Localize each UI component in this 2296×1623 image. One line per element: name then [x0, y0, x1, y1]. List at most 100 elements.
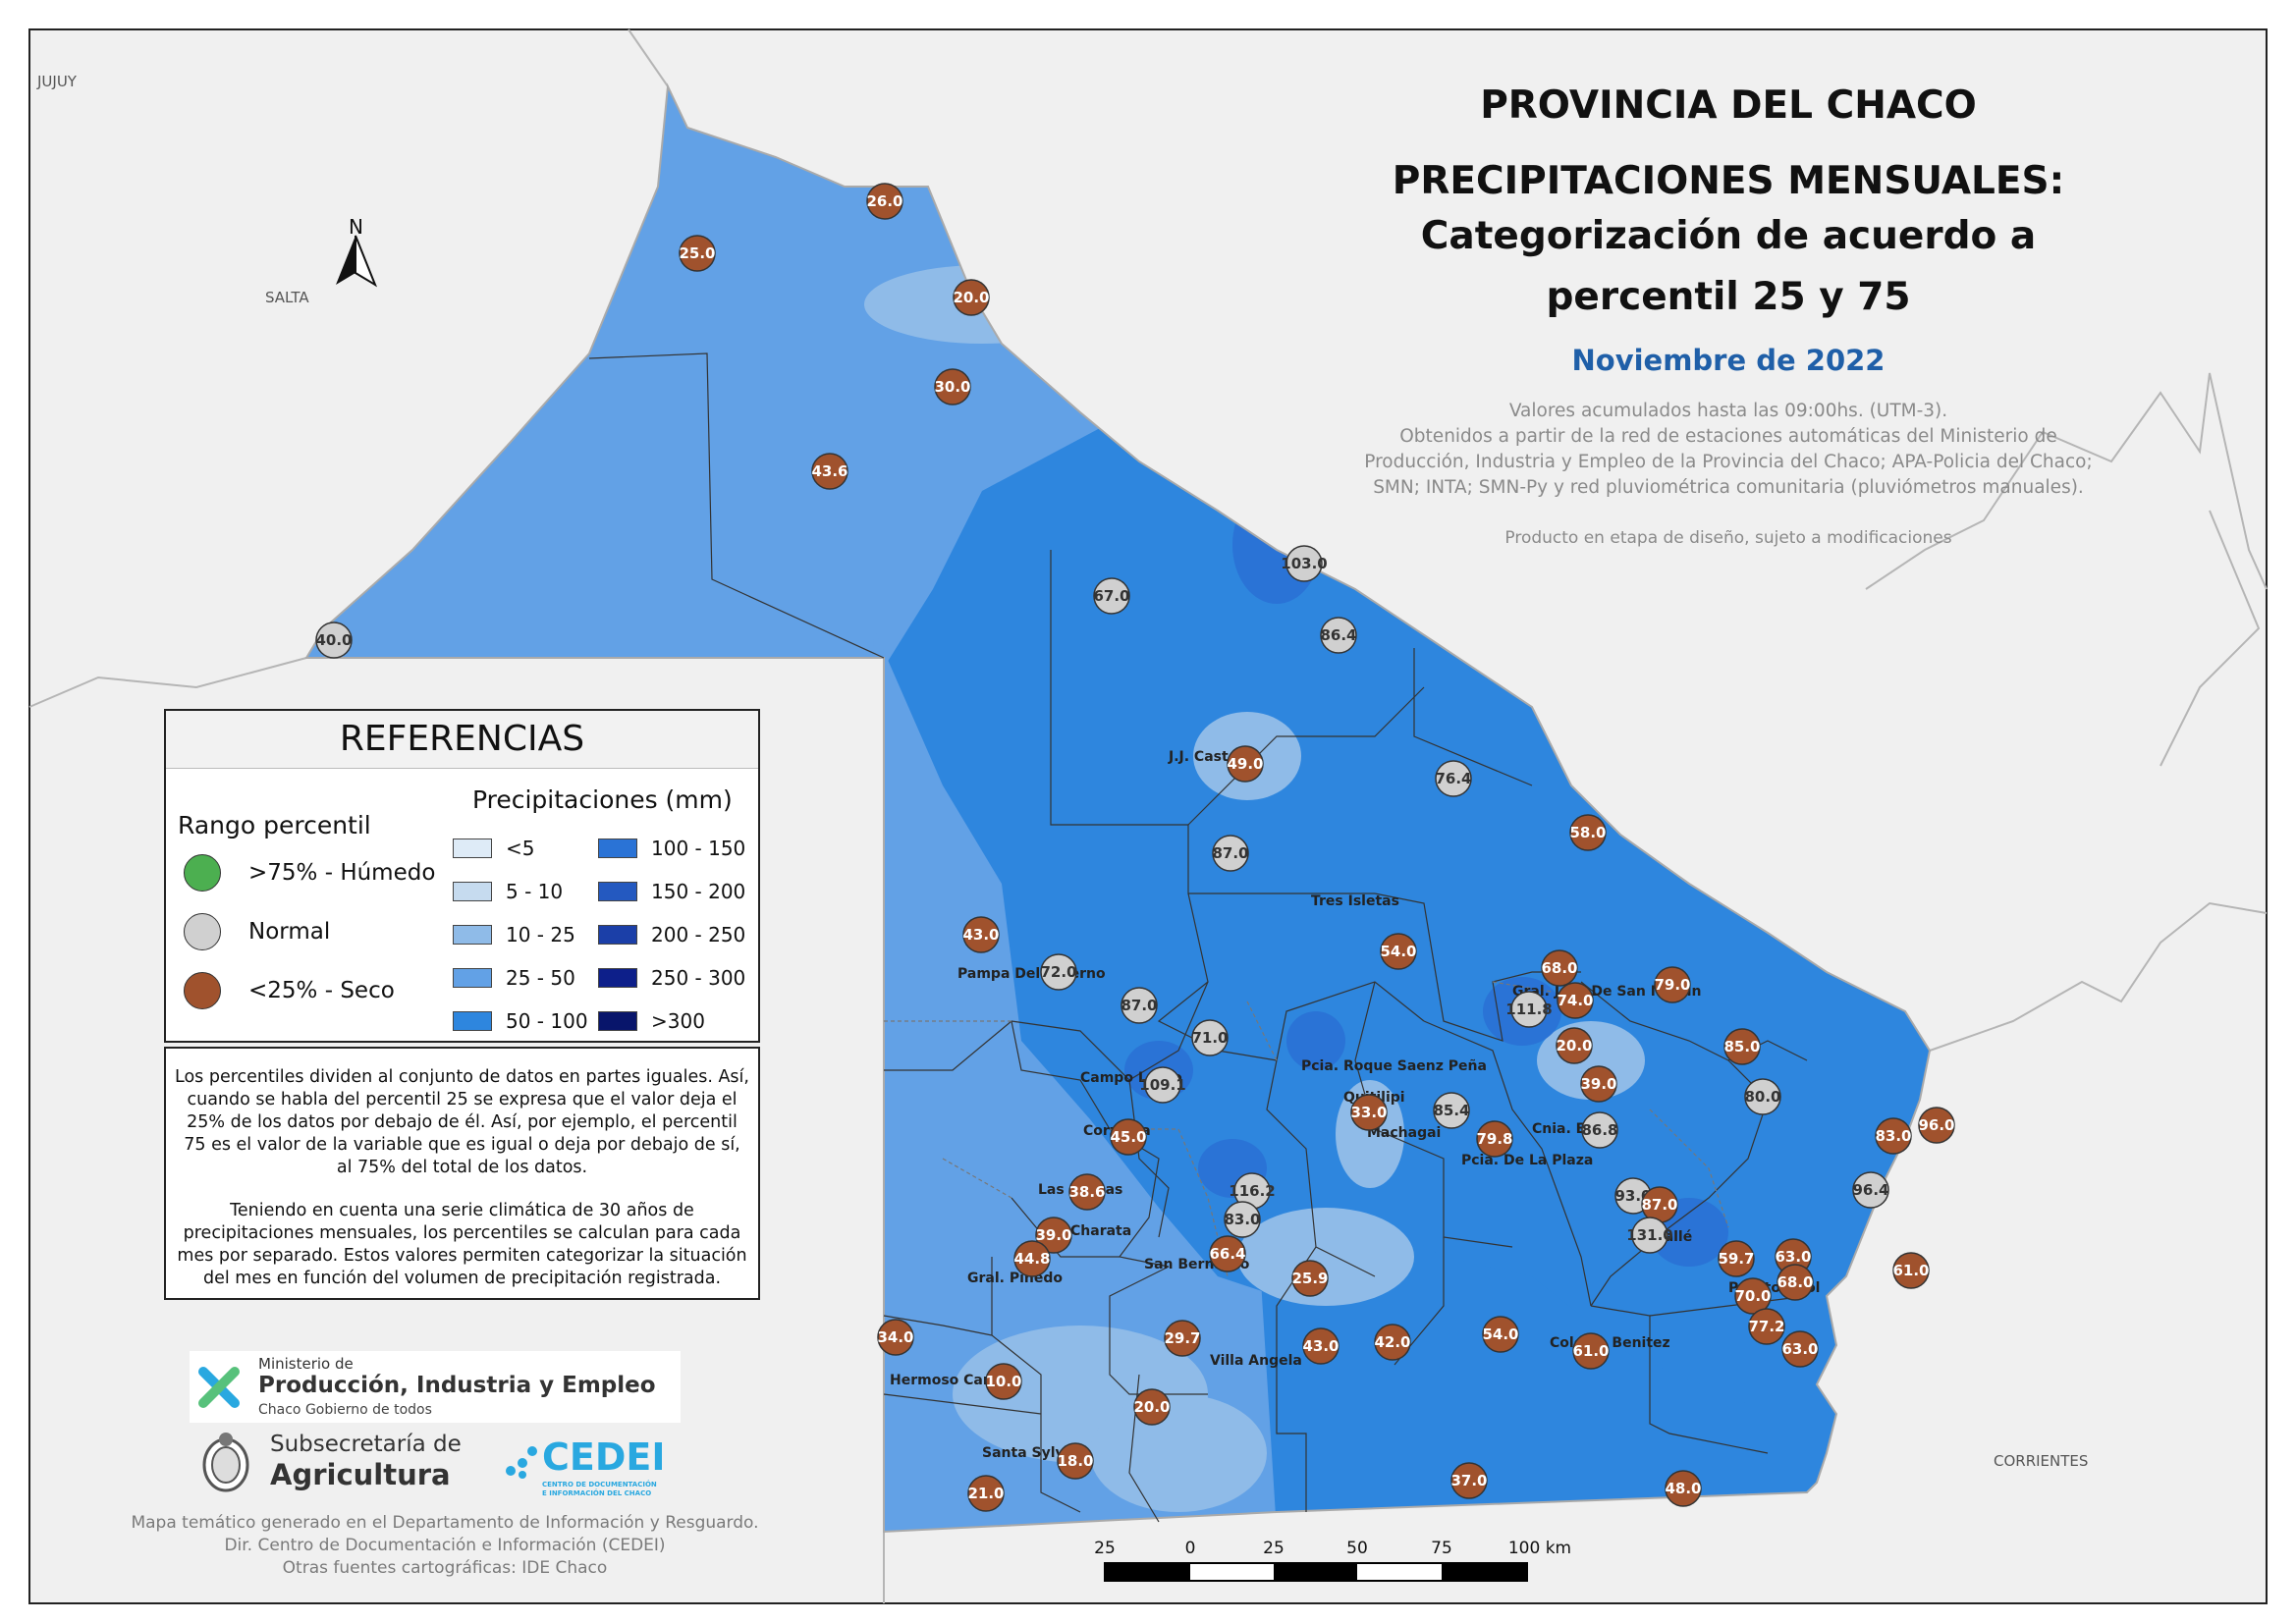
- place-label: Gral. Pinedo: [967, 1271, 1063, 1286]
- station-value: 37.0: [1450, 1472, 1487, 1489]
- ministry-logo: Ministerio de Producción, Industria y Em…: [190, 1351, 681, 1423]
- station-circle: [1748, 1308, 1785, 1345]
- station-marker: 71.0: [1191, 1019, 1229, 1056]
- station-circle: [1380, 933, 1417, 970]
- station-value: 33.0: [1350, 1104, 1387, 1121]
- dry-swatch: [184, 972, 221, 1009]
- source-line-2: Obtenidos a partir de la red de estacion…: [1399, 426, 2057, 447]
- place-label: Hermoso Campo: [890, 1373, 1016, 1388]
- place-label: Villa Angela: [1210, 1353, 1302, 1369]
- station-marker: 42.0: [1374, 1324, 1411, 1361]
- station-marker: 39.0: [1035, 1217, 1072, 1254]
- station-marker: 79.8: [1476, 1120, 1513, 1158]
- place-label: Pcia. De La Plaza: [1461, 1153, 1593, 1168]
- station-circle: [1734, 1277, 1772, 1315]
- station-circle: [1581, 1111, 1618, 1149]
- station-value: 87.0: [1121, 997, 1157, 1014]
- precip-label: 150 - 200: [651, 880, 746, 903]
- north-label: N: [349, 215, 363, 239]
- station-circle: [1110, 1118, 1147, 1156]
- title-province: PROVINCIA DEL CHACO: [1480, 83, 1977, 128]
- station-circle: [1892, 1252, 1930, 1289]
- station-circle: [1285, 545, 1323, 582]
- station-circle: [1572, 1332, 1610, 1370]
- station-value: 61.0: [1892, 1262, 1929, 1279]
- station-marker: 25.0: [679, 235, 716, 272]
- scale-label: 25: [1263, 1539, 1285, 1558]
- station-value: 85.0: [1723, 1038, 1760, 1055]
- scale-label: 100 km: [1508, 1539, 1571, 1558]
- station-marker: 109.1: [1139, 1066, 1186, 1104]
- station-value: 131.0: [1626, 1226, 1672, 1244]
- north-arrow-icon: N: [336, 215, 378, 288]
- place-label: Pampa Del Infierno: [957, 966, 1106, 982]
- station-value: 79.0: [1654, 976, 1690, 994]
- station-circle: [1224, 1201, 1261, 1238]
- station-marker: 43.0: [1302, 1327, 1339, 1365]
- station-marker: 43.0: [962, 916, 1000, 953]
- footer-line-3: Otras fuentes cartográficas: IDE Chaco: [282, 1558, 608, 1578]
- humid-swatch: [184, 854, 221, 892]
- station-value: 87.0: [1641, 1196, 1677, 1214]
- draft-note: Producto en etapa de diseño, sujeto a mo…: [1504, 528, 1952, 548]
- station-value: 39.0: [1580, 1075, 1616, 1093]
- station-circle: [1665, 1470, 1702, 1507]
- precip-label: 100 - 150: [651, 837, 746, 860]
- station-marker: 37.0: [1450, 1462, 1488, 1499]
- station-marker: 25.9: [1291, 1260, 1329, 1297]
- station-value: 74.0: [1557, 992, 1593, 1009]
- station-value: 67.0: [1093, 587, 1129, 605]
- station-value: 21.0: [967, 1485, 1004, 1502]
- station-value: 26.0: [866, 192, 902, 210]
- station-value: 63.0: [1781, 1340, 1818, 1358]
- station-value: 40.0: [315, 631, 352, 649]
- station-value: 66.4: [1209, 1245, 1245, 1263]
- station-circle: [811, 453, 848, 490]
- station-marker: 111.8: [1505, 991, 1553, 1028]
- station-circle: [1852, 1171, 1889, 1209]
- station-marker: 39.0: [1580, 1065, 1617, 1103]
- station-circle: [1510, 991, 1548, 1028]
- cedei-dots-icon: [506, 1446, 537, 1479]
- station-marker: 34.0: [877, 1319, 914, 1356]
- precip-swatch: [453, 968, 492, 988]
- station-value: 83.0: [1224, 1211, 1260, 1228]
- station-circle: [1227, 745, 1264, 783]
- percentile-note: Los percentiles dividen al conjunto de d…: [164, 1047, 760, 1300]
- station-circle: [1350, 1094, 1388, 1131]
- station-marker: 58.0: [1569, 814, 1607, 851]
- station-circle: [1557, 982, 1594, 1019]
- precip-label: 200 - 250: [651, 923, 746, 947]
- station-value: 20.0: [953, 289, 989, 306]
- station-marker: 70.0: [1734, 1277, 1772, 1315]
- station-value: 72.0: [1040, 963, 1076, 981]
- station-marker: 86.4: [1320, 617, 1357, 654]
- station-marker: 85.0: [1723, 1028, 1761, 1065]
- place-label: Colonia Benitez: [1550, 1335, 1670, 1351]
- station-marker: 38.6: [1068, 1173, 1106, 1211]
- station-marker: 76.4: [1435, 760, 1472, 797]
- station-circle: [1040, 953, 1077, 991]
- footer-line-1: Mapa temático generado en el Departament…: [131, 1513, 759, 1533]
- station-value: 30.0: [934, 378, 970, 396]
- station-circle: [1302, 1327, 1339, 1365]
- station-circle: [1435, 760, 1472, 797]
- station-value: 20.0: [1556, 1037, 1592, 1055]
- station-circle: [985, 1363, 1022, 1400]
- place-label: Charata: [1070, 1223, 1131, 1239]
- station-circle: [877, 1319, 914, 1356]
- station-value: 71.0: [1191, 1029, 1228, 1047]
- station-value: 86.8: [1581, 1121, 1617, 1139]
- jujuy-label: JUJUY: [36, 73, 78, 90]
- station-circle: [1093, 577, 1130, 615]
- station-marker: 77.2: [1748, 1308, 1785, 1345]
- scale-label: 75: [1431, 1539, 1452, 1558]
- note-paragraph-2: Teniendo en cuenta una serie climática d…: [177, 1201, 747, 1288]
- station-markers: 26.0 25.0 20.0 30.0 43.6 40.0 103.0 67.0 86.4 49.…: [315, 183, 1955, 1512]
- station-value: 83.0: [1875, 1127, 1911, 1145]
- station-circle: [1580, 1065, 1617, 1103]
- station-marker: 48.0: [1665, 1470, 1702, 1507]
- station-value: 38.6: [1068, 1183, 1105, 1201]
- station-circle: [1209, 1235, 1246, 1272]
- cedei-sub-2: E INFORMACIÓN DEL CHACO: [542, 1489, 652, 1497]
